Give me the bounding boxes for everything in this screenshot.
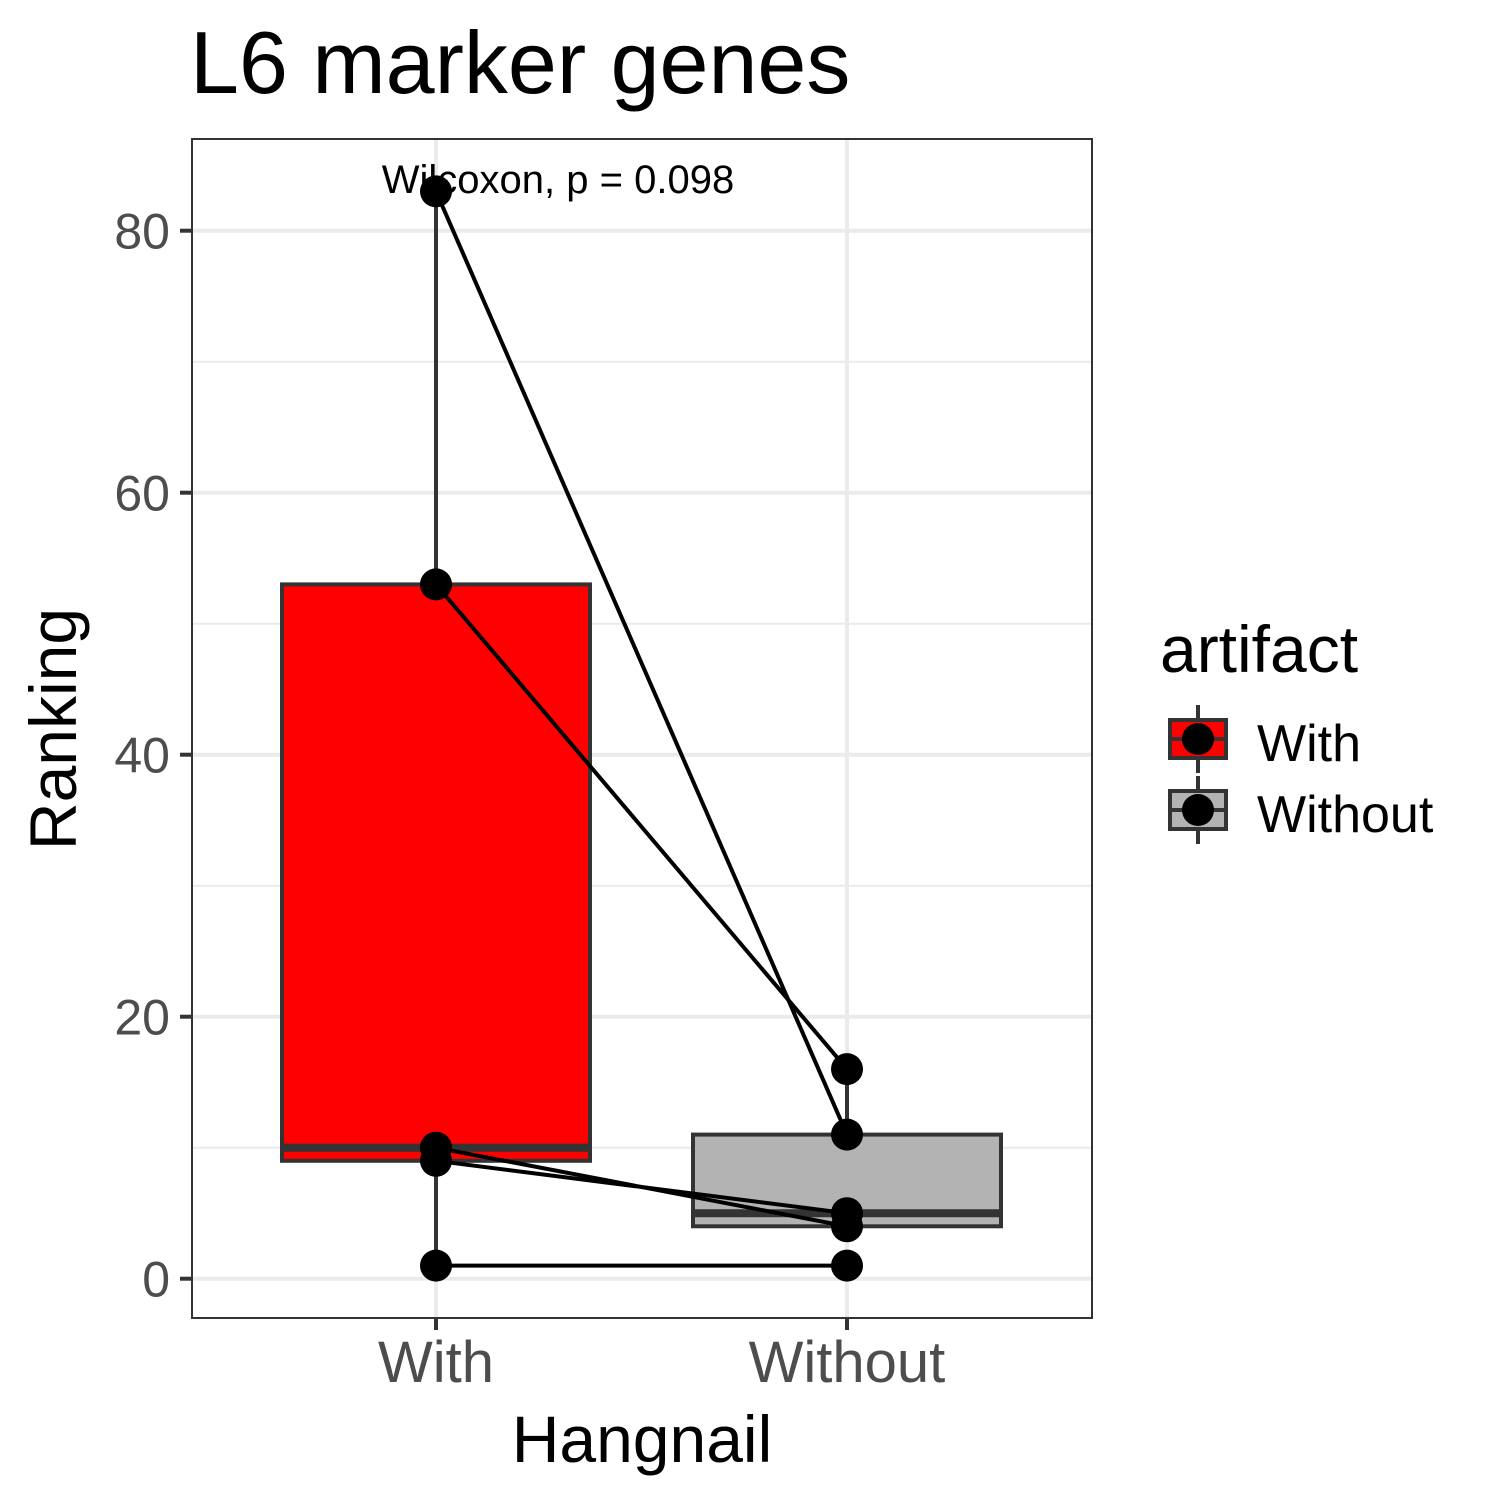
pair-line: [434, 583, 849, 1071]
legend-label-without: Without: [1257, 786, 1434, 844]
data-point-without: [831, 1197, 863, 1230]
pair-line: [435, 1158, 848, 1216]
box-with: [280, 582, 592, 1163]
data-point-without: [831, 1118, 863, 1151]
data-point-with: [420, 1249, 452, 1282]
y-axis-title: Ranking: [16, 608, 90, 850]
x-axis-title: Hangnail: [512, 1402, 773, 1476]
chart-title: L6 marker genes: [190, 13, 850, 112]
y-tick-label: 80: [114, 204, 170, 260]
plot-panel-border: [191, 138, 1093, 1319]
x-tick-label: Without: [749, 1330, 946, 1395]
legend-key-point-without: [1182, 794, 1214, 826]
legend-title: artifact: [1160, 612, 1358, 686]
data-point-without: [831, 1249, 863, 1282]
legend-label-with: With: [1257, 715, 1361, 773]
y-tick-label: 60: [114, 466, 170, 522]
y-tick-label: 20: [114, 990, 170, 1046]
pair-line: [434, 190, 849, 1136]
legend: artifact With Without: [1160, 612, 1434, 844]
data-point-with: [420, 1144, 452, 1177]
legend-key-point-with: [1182, 723, 1214, 755]
y-tick-label: 40: [114, 728, 170, 784]
y-tick-label: 0: [142, 1252, 170, 1308]
data-point-without: [831, 1053, 863, 1086]
wilcoxon-annotation: Wilcoxon, p = 0.098: [382, 158, 734, 202]
x-tick-label: With: [378, 1330, 494, 1395]
data-point-with: [420, 568, 452, 601]
data-point-with: [420, 175, 452, 208]
